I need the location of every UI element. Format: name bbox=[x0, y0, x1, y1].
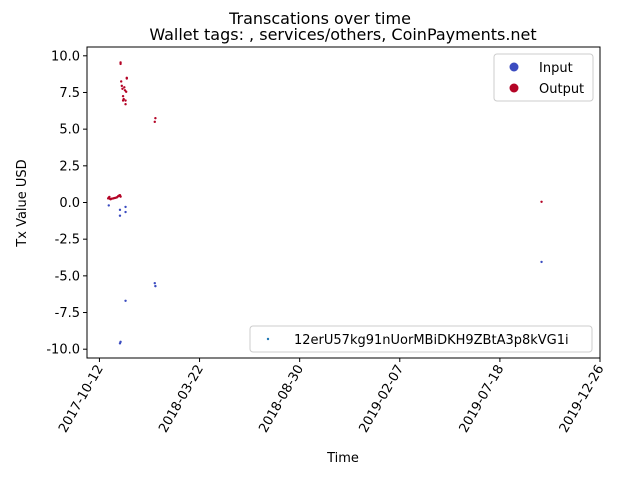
output-point bbox=[119, 195, 122, 198]
data-points bbox=[106, 61, 543, 345]
x-tick-label: 2018-08-30 bbox=[256, 363, 307, 436]
x-axis: 2017-10-12 2018-03-22 2018-08-30 2019-02-07… bbox=[56, 358, 607, 435]
x-axis-label: Time bbox=[326, 451, 359, 466]
legend-address-box bbox=[249, 325, 593, 353]
input-point bbox=[124, 299, 127, 302]
input-point bbox=[154, 284, 157, 288]
y-tick-label: 5.0 bbox=[59, 123, 80, 138]
legend-main: Input Output bbox=[493, 53, 594, 102]
input-point bbox=[107, 204, 110, 207]
output-point bbox=[124, 99, 127, 102]
legend-address-marker bbox=[266, 337, 270, 341]
input-point bbox=[153, 281, 156, 285]
chart-subtitle: Wallet tags: , services/others, CoinPaym… bbox=[149, 25, 536, 44]
input-point bbox=[118, 342, 122, 345]
input-point bbox=[124, 205, 127, 209]
output-point bbox=[540, 200, 543, 203]
y-tick-label: -10.0 bbox=[46, 343, 80, 358]
legend-address: 12erU57kg91nUorMBiDKH9ZBtA3p8kVG1i bbox=[249, 325, 593, 353]
output-point bbox=[122, 97, 125, 101]
output-point bbox=[124, 103, 127, 106]
legend-output-marker bbox=[509, 83, 519, 93]
output-point bbox=[125, 76, 128, 80]
output-point bbox=[154, 116, 157, 120]
y-axis-label: Tx Value USD bbox=[15, 159, 30, 247]
y-tick-label: 0.0 bbox=[59, 196, 80, 211]
x-tick-label: 2019-02-07 bbox=[356, 363, 407, 436]
input-point bbox=[124, 210, 127, 214]
legend-output-label: Output bbox=[539, 82, 584, 97]
legend-input-marker bbox=[509, 62, 519, 72]
output-point bbox=[119, 62, 122, 66]
legend-box bbox=[493, 53, 594, 102]
x-tick-label: 2019-12-26 bbox=[557, 363, 608, 436]
y-tick-label: 2.5 bbox=[59, 159, 80, 174]
legend-address-label: 12erU57kg91nUorMBiDKH9ZBtA3p8kVG1i bbox=[294, 333, 569, 348]
output-point bbox=[123, 86, 126, 89]
x-tick-label: 2017-10-12 bbox=[56, 363, 107, 436]
output-point bbox=[121, 87, 124, 91]
chart-title: Transcations over time bbox=[228, 9, 411, 28]
legend-input-label: Input bbox=[539, 61, 573, 76]
output-point bbox=[124, 90, 128, 93]
input-point bbox=[118, 214, 122, 217]
x-tick-label: 2019-07-18 bbox=[457, 363, 508, 436]
y-tick-label: -2.5 bbox=[55, 233, 80, 248]
x-tick-label: 2018-03-22 bbox=[156, 363, 207, 436]
output-point bbox=[120, 80, 123, 83]
output-point bbox=[120, 84, 124, 88]
y-tick-label: -5.0 bbox=[55, 269, 80, 284]
input-point bbox=[540, 260, 543, 264]
output-point bbox=[153, 120, 156, 124]
y-tick-label: 7.5 bbox=[59, 86, 80, 101]
y-tick-label: 10.0 bbox=[51, 49, 80, 64]
output-point bbox=[121, 94, 125, 98]
y-axis: 10.0 7.5 5.0 2.5 0.0 -2.5 -5.0 -7.5 -10.0 bbox=[46, 49, 87, 358]
y-tick-label: -7.5 bbox=[55, 306, 80, 321]
input-point bbox=[118, 208, 122, 212]
output-point bbox=[108, 195, 111, 199]
